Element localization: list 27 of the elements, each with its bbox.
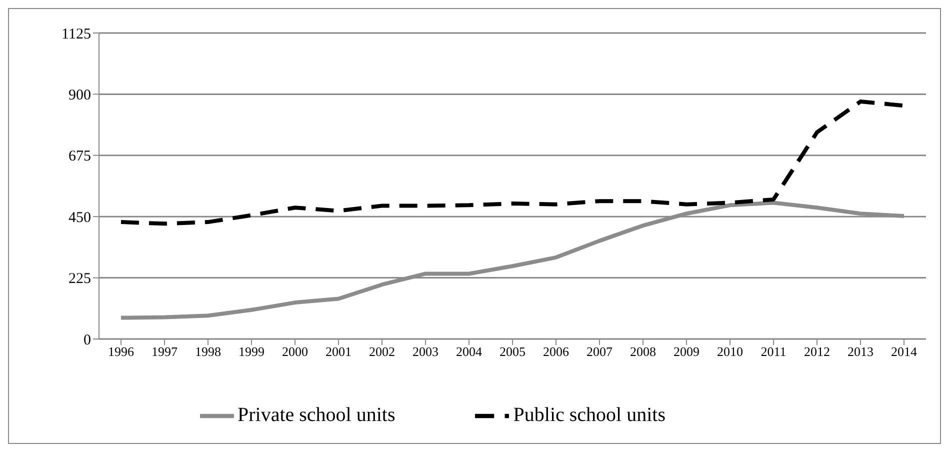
legend-label: Public school units bbox=[513, 404, 666, 426]
x-tick-label: 2003 bbox=[412, 344, 438, 360]
x-tick-label: 2007 bbox=[586, 344, 613, 360]
x-tick-label: 2006 bbox=[543, 344, 570, 360]
x-tick-label: 2000 bbox=[282, 344, 308, 360]
x-tick-label: 2005 bbox=[500, 344, 526, 360]
x-tick-label: 2002 bbox=[369, 344, 395, 360]
x-tick-label: 2014 bbox=[891, 344, 918, 360]
legend-label: Private school units bbox=[238, 404, 396, 426]
x-tick-label: 2013 bbox=[848, 344, 874, 360]
y-tick-label: 450 bbox=[68, 210, 91, 226]
x-tick-label: 2008 bbox=[630, 344, 656, 360]
x-tick-label: 1999 bbox=[238, 344, 264, 360]
y-tick-label: 225 bbox=[68, 271, 91, 288]
x-tick-label: 2012 bbox=[804, 344, 830, 360]
x-tick-label: 1997 bbox=[152, 344, 178, 360]
x-tick-label: 2009 bbox=[674, 344, 700, 360]
y-tick-label: 0 bbox=[84, 332, 91, 348]
x-tick-label: 2004 bbox=[456, 344, 482, 360]
x-tick-label: 2001 bbox=[326, 344, 352, 360]
y-tick-label: 1125 bbox=[62, 26, 91, 42]
x-tick-label: 1996 bbox=[108, 344, 134, 360]
x-tick-label: 2011 bbox=[760, 344, 786, 360]
y-tick-label: 675 bbox=[68, 148, 91, 165]
y-tick-label: 900 bbox=[68, 88, 91, 104]
x-tick-label: 1998 bbox=[195, 344, 221, 360]
x-tick-label: 2010 bbox=[717, 344, 743, 360]
